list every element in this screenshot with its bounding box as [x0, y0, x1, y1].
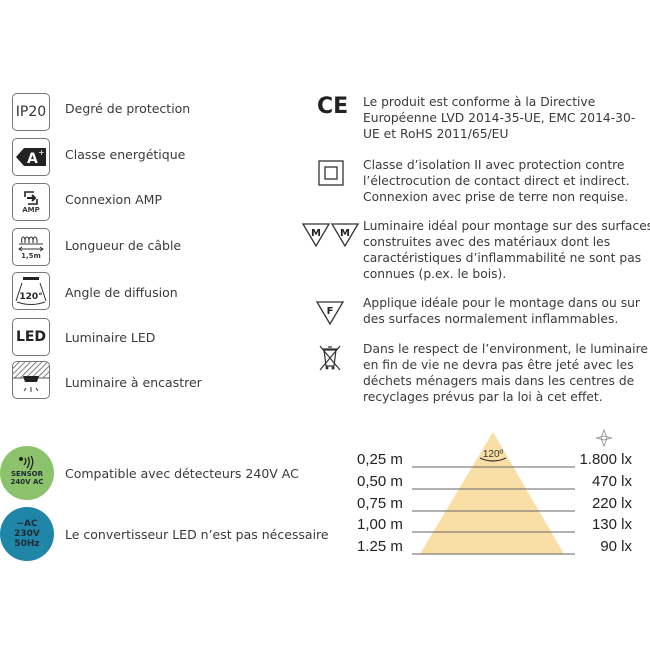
svg-text:F: F	[327, 306, 334, 317]
text-line: en fin de vie ne devra pas être jeté ave…	[363, 358, 634, 372]
ip20-icon-text: IP20	[15, 104, 47, 120]
svg-text:120°: 120°	[19, 292, 42, 302]
led-icon-text: LED	[15, 329, 47, 345]
light-source-icon	[595, 428, 613, 448]
badge-label: Le convertisseur LED n’est pas nécessair…	[65, 527, 329, 542]
text-line: Européenne LVD 2014-35-UE, EMC 2014-30-	[363, 111, 636, 125]
text-line: connues (p.ex. le bois).	[363, 267, 507, 281]
frequency-text: 50Hz	[14, 539, 40, 549]
lux-label: 130 lx	[591, 516, 632, 533]
light-beam-cone	[420, 432, 564, 554]
text-line: construites avec des matériaux dont les	[363, 235, 611, 249]
lux-label: 1.800 lx	[579, 451, 632, 468]
ip20-icon: IP20	[12, 93, 50, 131]
angle-arc	[479, 457, 507, 462]
amp-text: AMP	[22, 206, 40, 214]
text-line: Dans le respect de l’environment, le lum…	[363, 342, 648, 356]
amp-connection-icon: AMP	[12, 183, 50, 221]
text-line: Applique idéale pour le montage dans ou …	[363, 296, 640, 310]
text-line: recyclages prévus par la loi à cet effet…	[363, 390, 603, 404]
beam-angle-label: 120º	[483, 449, 504, 460]
sensor-icon: SENSOR 240V AC	[0, 446, 54, 500]
lux-label: 90 lx	[600, 538, 632, 555]
energy-class-icon: A +	[12, 138, 50, 176]
voltage-text: 230V	[14, 529, 40, 539]
ce-mark-icon: CE	[317, 94, 349, 119]
mm-description: Luminaire idéal pour montage sur des sur…	[363, 218, 650, 282]
text-line: UE et RoHS 2011/65/EU	[363, 127, 509, 141]
text-line: des surfaces normalement inflammables.	[363, 312, 619, 326]
text-line: Luminaire idéal pour montage sur des sur…	[363, 219, 650, 233]
led-icon: LED	[12, 318, 50, 356]
ce-description: Le produit est conforme à la Directive Eu…	[363, 94, 648, 142]
text-line: déchets ménagers mais dans les centres d…	[363, 374, 635, 388]
feature-label: Classe energétique	[65, 147, 186, 162]
lux-label: 220 lx	[591, 495, 632, 512]
ac-power-icon: ~AC 230V 50Hz	[0, 507, 54, 561]
f-description: Applique idéale pour le montage dans ou …	[363, 295, 648, 327]
feature-label: Angle de diffusion	[65, 285, 178, 300]
svg-text:M: M	[311, 228, 321, 239]
distance-label: 1,00 m	[357, 516, 403, 533]
text-line: Classe d’isolation II avec protection co…	[363, 158, 625, 172]
feature-label: Degré de protection	[65, 101, 191, 116]
f-mark-icon: F	[316, 301, 344, 326]
sensor-voltage-text: 240V AC	[10, 478, 44, 486]
text-line: Le produit est conforme à la Directive	[363, 95, 596, 109]
cable-length-icon: 1,5m	[12, 228, 50, 266]
insulation-description: Classe d’isolation II avec protection co…	[363, 157, 648, 205]
feature-label: Luminaire à encastrer	[65, 375, 202, 390]
feature-label: Luminaire LED	[65, 330, 156, 345]
recessed-luminaire-icon	[12, 361, 50, 399]
text-line: l’électrocution de contact direct et ind…	[363, 174, 630, 188]
lux-label: 470 lx	[591, 473, 632, 490]
beam-angle-icon: 120°	[12, 272, 50, 310]
svg-text:M: M	[340, 228, 350, 239]
ac-text: ~AC	[16, 519, 38, 529]
distance-label: 0,50 m	[357, 473, 403, 490]
text-line: caractéristiques d’inflammabilité ne son…	[363, 251, 642, 265]
feature-label: Connexion AMP	[65, 192, 162, 207]
distance-label: 0,25 m	[357, 451, 403, 468]
sensor-text: SENSOR	[10, 470, 44, 478]
weee-description: Dans le respect de l’environment, le lum…	[363, 341, 648, 405]
class-ii-insulation-icon	[318, 160, 344, 186]
feature-label: Longueur de câble	[65, 238, 182, 253]
weee-bin-icon	[319, 345, 341, 371]
distance-label: 0,75 m	[357, 495, 403, 512]
text-line: Connexion avec prise de terre non requis…	[363, 190, 629, 204]
svg-text:+: +	[38, 148, 45, 157]
svg-text:A: A	[27, 151, 38, 167]
badge-label: Compatible avec détecteurs 240V AC	[65, 466, 299, 481]
cable-length-text: 1,5m	[21, 252, 41, 260]
distance-label: 1.25 m	[357, 538, 403, 555]
